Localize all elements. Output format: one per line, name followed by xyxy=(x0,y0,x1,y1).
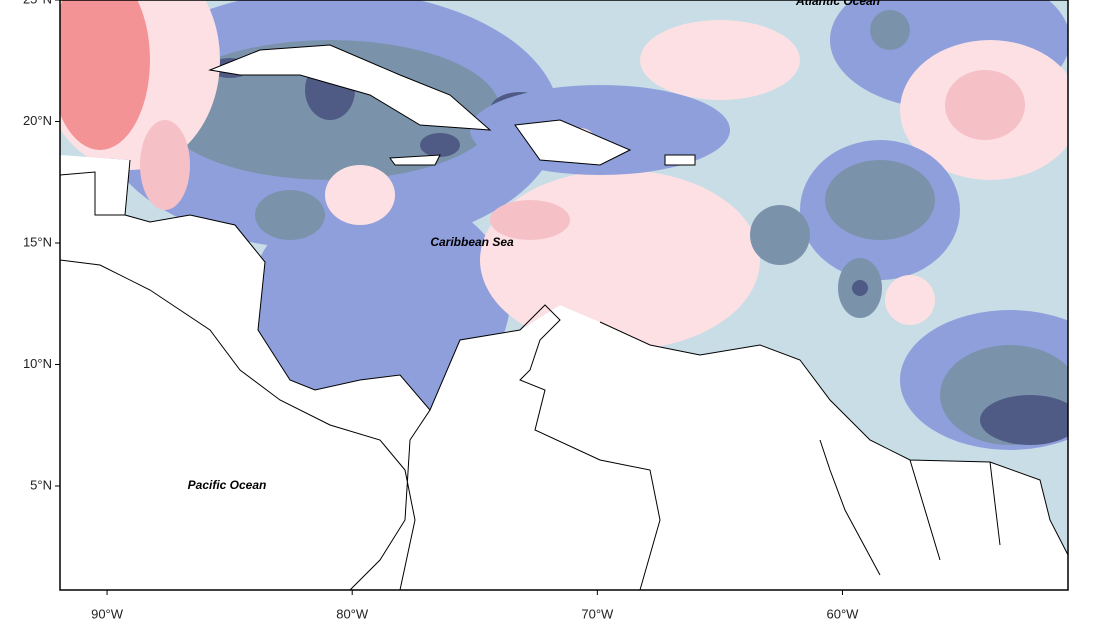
coastline xyxy=(429,304,1069,591)
y-tick-label: 25°N xyxy=(23,0,52,6)
x-tick-label: 90°W xyxy=(91,606,124,621)
anomaly-field xyxy=(60,0,1068,555)
ocean-label: Atlantic Ocean xyxy=(795,0,880,8)
x-tick-label: 70°W xyxy=(581,606,614,621)
y-tick-label: 15°N xyxy=(23,234,52,249)
ocean-label: Pacific Ocean xyxy=(188,478,267,492)
island xyxy=(389,154,441,166)
island xyxy=(208,44,492,131)
sea-label: Caribbean Sea xyxy=(430,235,514,249)
y-tick-label: 5°N xyxy=(30,477,52,492)
island xyxy=(514,119,632,166)
x-tick-label: 60°W xyxy=(827,606,860,621)
y-tick-label: 10°N xyxy=(23,356,52,371)
x-tick-label: 80°W xyxy=(336,606,369,621)
y-tick-label: 20°N xyxy=(23,113,52,128)
island xyxy=(664,154,696,166)
coastline xyxy=(59,159,431,591)
frame xyxy=(59,0,1069,591)
